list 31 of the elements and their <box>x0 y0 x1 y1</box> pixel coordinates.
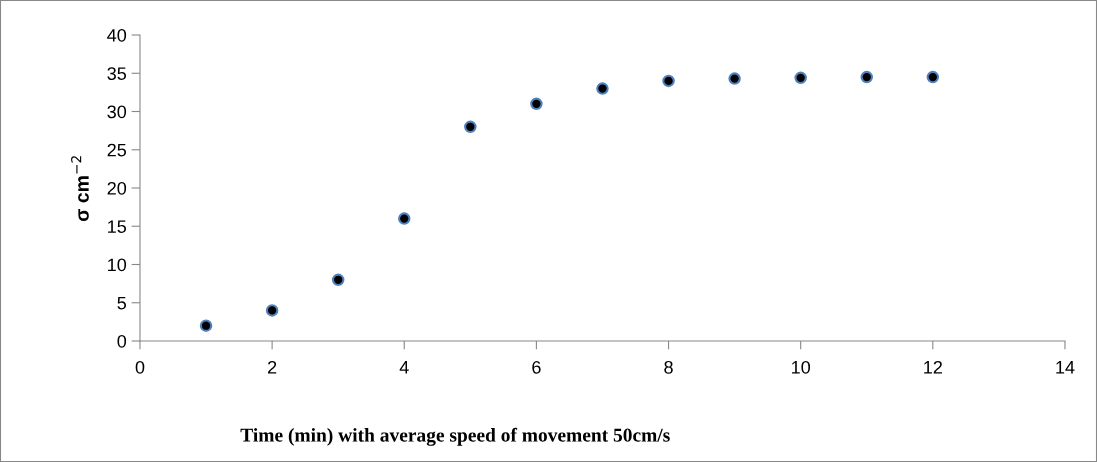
x-tick-label: 12 <box>924 360 942 374</box>
x-tick-label: 6 <box>532 360 541 374</box>
x-tick-label: 2 <box>268 360 277 374</box>
y-tick-label: 5 <box>117 296 127 310</box>
y-tick-label: 20 <box>107 181 127 195</box>
point <box>398 212 411 225</box>
x-tick-label: 0 <box>135 360 145 374</box>
y-tick-label: 25 <box>107 143 127 157</box>
point <box>926 70 940 84</box>
y-axis-title: σ cm$^{−2}$ <box>71 156 89 222</box>
y-tick-label: 10 <box>108 258 127 272</box>
x-tick-label: 8 <box>664 360 673 374</box>
point <box>794 71 807 85</box>
point <box>199 319 213 332</box>
point <box>728 72 741 85</box>
x-tick-label: 14 <box>1056 361 1075 374</box>
point <box>860 70 873 84</box>
point <box>596 82 609 95</box>
point <box>530 97 543 111</box>
y-tick-label: 0 <box>117 334 127 348</box>
y-tick-label: 30 <box>107 105 127 119</box>
x-axis-title: Time (min) with average speed of movement 50cm/s <box>240 427 670 446</box>
point <box>464 120 477 134</box>
point <box>331 273 345 287</box>
y-tick-label: 35 <box>107 67 127 80</box>
x-tick-label: 10 <box>792 360 811 374</box>
y-tick-label: 15 <box>108 220 127 233</box>
y-tick-label: 40 <box>107 28 127 42</box>
point <box>265 304 279 317</box>
x-tick-label: 4 <box>399 361 409 374</box>
point <box>662 74 675 88</box>
